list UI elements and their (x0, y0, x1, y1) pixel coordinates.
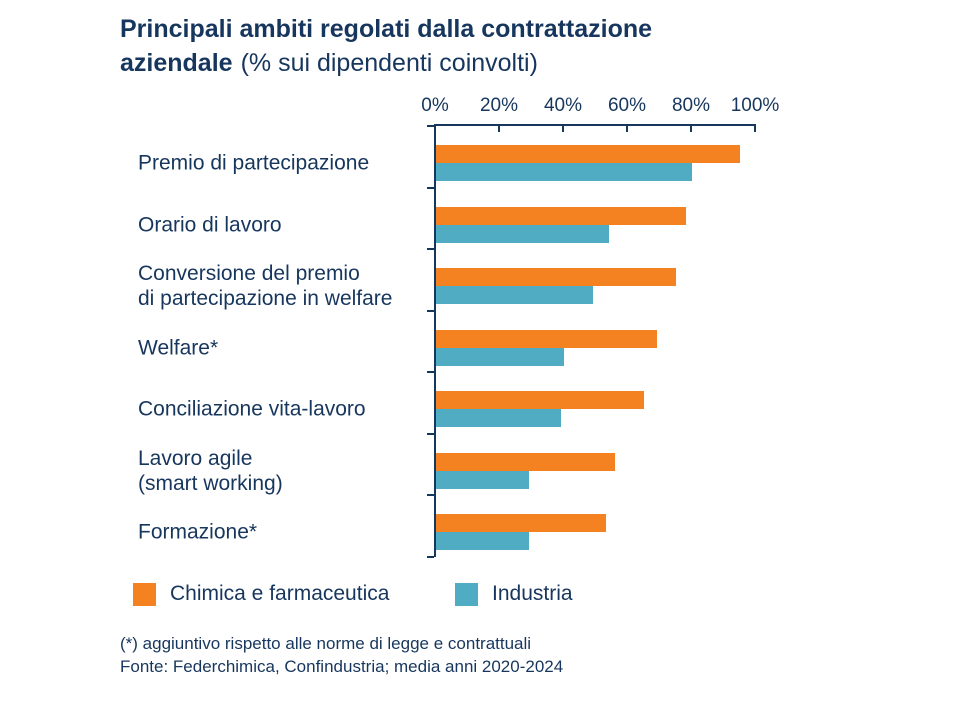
bar-industria (436, 347, 564, 366)
category-label: Premio di partecipazione (138, 151, 370, 175)
bar-chimica (436, 452, 615, 471)
bar-industria (436, 409, 561, 427)
y-axis-tick (427, 186, 434, 189)
bar-chimica (436, 206, 686, 225)
y-axis-line (434, 124, 436, 557)
x-axis-tick (754, 126, 756, 132)
legend-swatch-chimica (133, 582, 156, 606)
x-axis-tick-label: 80% (671, 95, 711, 116)
legend-label-chimica: Chimica e farmaceutica (170, 582, 390, 605)
x-axis-line (434, 124, 756, 126)
bar-chimica (436, 329, 657, 348)
x-axis-tick (498, 126, 500, 132)
chart-title-bold-2: aziendale (120, 49, 233, 77)
legend-swatch-industria (455, 582, 478, 606)
y-axis-tick (427, 125, 434, 127)
legend-label-industria: Industria (492, 582, 573, 605)
bar-industria (436, 224, 609, 243)
x-axis-tick (434, 126, 436, 132)
y-axis-tick (427, 494, 434, 496)
x-axis-tick-label: 40% (543, 95, 583, 116)
bar-chimica (436, 145, 740, 163)
x-axis-tick-label: 0% (421, 95, 449, 116)
category-label: Conversione del premio di partecipazione… (138, 262, 393, 310)
bar-chimica (436, 391, 644, 409)
x-axis-tick-label: 60% (607, 95, 647, 116)
bar-industria (436, 532, 529, 550)
chart-title: Principali ambiti regolati dalla contrat… (120, 12, 652, 80)
chart-title-line2: aziendale (% sui dipendenti coinvolti) (120, 46, 652, 80)
x-axis-tick (690, 126, 692, 132)
footnote-source: Fonte: Federchimica, Confindustria; medi… (120, 657, 564, 676)
x-axis-tick-label: 100% (730, 95, 780, 116)
chart-subtitle: (% sui dipendenti coinvolti) (240, 49, 538, 77)
footnote-asterisk: (*) aggiuntivo rispetto alle norme di le… (120, 634, 532, 653)
bar-chimica (436, 268, 676, 286)
x-axis-tick (626, 126, 628, 132)
legend-item-chimica: Chimica e farmaceutica (133, 582, 389, 606)
y-axis-tick (427, 371, 434, 373)
category-label: Conciliazione vita-lavoro (138, 397, 366, 421)
y-axis-tick (427, 248, 434, 250)
legend-item-industria: Industria (455, 582, 573, 606)
y-axis-tick (427, 309, 434, 312)
y-axis-tick (427, 555, 434, 558)
bar-chimica (436, 514, 606, 532)
category-label: Welfare* (138, 336, 219, 359)
chart-title-line1: Principali ambiti regolati dalla contrat… (120, 12, 652, 46)
footnotes: (*) aggiuntivo rispetto alle norme di le… (120, 632, 563, 678)
category-label: Lavoro agile (smart working) (138, 446, 283, 495)
category-label: Formazione* (138, 520, 258, 544)
category-label: Orario di lavoro (138, 213, 282, 236)
legend: Chimica e farmaceutica Industria (0, 582, 960, 610)
chart-title-bold-1: Principali ambiti regolati dalla contrat… (120, 15, 653, 43)
x-axis-tick (562, 126, 564, 132)
y-axis-tick (427, 432, 434, 435)
bar-industria (436, 286, 593, 304)
x-axis-tick-label: 20% (479, 95, 519, 116)
bar-industria (436, 163, 692, 181)
bar-industria (436, 470, 529, 489)
